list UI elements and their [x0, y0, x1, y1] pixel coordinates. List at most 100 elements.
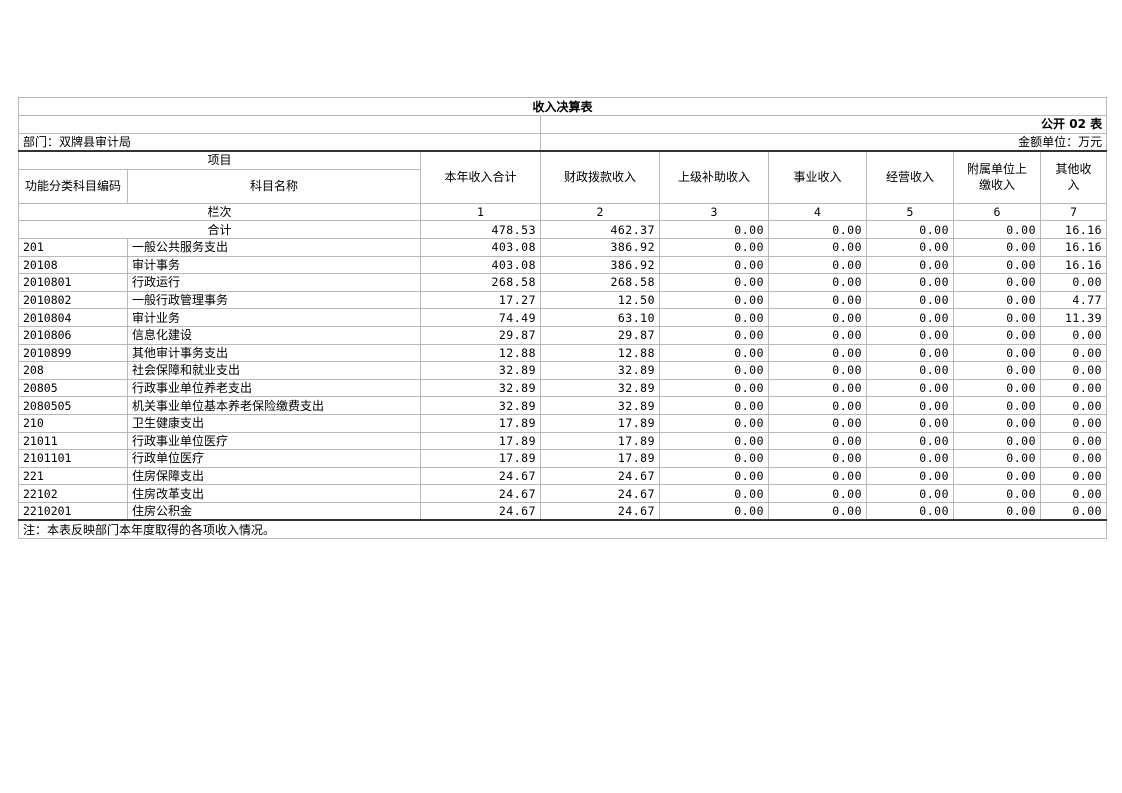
header-name: 科目名称 [127, 168, 421, 204]
row-name: 一般行政管理事务 [127, 290, 421, 310]
row-value: 0.00 [953, 466, 1041, 486]
header-col-4: 事业收入 [768, 150, 867, 204]
total-label: 合计 [18, 220, 421, 239]
table-row: 2010802 一般行政管理事务 17.27 12.50 0.00 0.00 0.00 0.0… [18, 290, 1108, 310]
row-value: 0.00 [768, 325, 867, 345]
row-value: 0.00 [1039, 501, 1108, 522]
header-col-3: 上级补助收入 [659, 150, 769, 204]
table-title: 收入决算表 [17, 97, 1108, 116]
table-row: 2010801 行政运行 268.58 268.58 0.00 0.00 0.00 0.00 0… [18, 273, 1108, 292]
income-statement-table: 收入决算表 公开 02 表 部门：双牌县审计局 金额单位：万元 项目 本年收入合计… [17, 97, 1108, 540]
row-value: 24.67 [420, 484, 541, 503]
row-value: 0.00 [953, 378, 1041, 398]
row-code: 20108 [18, 255, 128, 275]
form-code: 公开 02 表 [539, 115, 1108, 134]
row-code: 2010802 [18, 290, 128, 310]
row-value: 0.00 [659, 255, 769, 275]
row-value: 0.00 [1039, 413, 1108, 433]
row-value: 0.00 [953, 396, 1041, 415]
row-value: 24.67 [540, 466, 660, 486]
row-value: 32.89 [420, 396, 541, 415]
row-value: 0.00 [1039, 449, 1108, 468]
row-value: 0.00 [768, 361, 867, 380]
row-code: 2210201 [18, 501, 128, 522]
row-name: 住房改革支出 [127, 484, 421, 503]
column-index-label: 栏次 [18, 202, 421, 222]
row-code: 2010806 [18, 325, 128, 345]
row-value: 0.00 [659, 325, 769, 345]
row-name: 住房保障支出 [127, 466, 421, 486]
row-code: 208 [18, 361, 128, 380]
row-value: 0.00 [953, 413, 1041, 433]
row-code: 221 [18, 466, 128, 486]
table-row: 20108 审计事务 403.08 386.92 0.00 0.00 0.00 0.00 16.… [18, 255, 1108, 275]
row-value: 0.00 [768, 343, 867, 363]
row-value: 29.87 [420, 325, 541, 345]
row-value: 0.00 [659, 466, 769, 486]
row-value: 32.89 [540, 361, 660, 380]
row-value: 0.00 [768, 396, 867, 415]
row-value: 0.00 [1039, 343, 1108, 363]
row-value: 17.89 [420, 449, 541, 468]
row-value: 11.39 [1039, 308, 1108, 327]
row-value: 0.00 [866, 255, 954, 275]
row-value: 0.00 [768, 290, 867, 310]
row-name: 住房公积金 [127, 501, 421, 522]
row-value: 0.00 [866, 484, 954, 503]
row-value: 32.89 [540, 378, 660, 398]
header-col-1: 本年收入合计 [420, 150, 541, 204]
header-col-5: 经营收入 [866, 150, 954, 204]
total-value: 0.00 [659, 220, 769, 239]
column-index: 1 [420, 202, 541, 222]
row-value: 0.00 [866, 449, 954, 468]
row-name: 机关事业单位基本养老保险缴费支出 [127, 396, 421, 415]
header-col-7: 其他收入 [1039, 150, 1108, 204]
row-value: 12.50 [540, 290, 660, 310]
row-value: 0.00 [659, 237, 769, 257]
row-value: 0.00 [659, 413, 769, 433]
row-value: 12.88 [420, 343, 541, 363]
row-value: 0.00 [659, 343, 769, 363]
row-code: 21011 [18, 431, 128, 451]
row-name: 卫生健康支出 [127, 413, 421, 433]
column-index: 4 [768, 202, 867, 222]
row-value: 0.00 [768, 378, 867, 398]
row-value: 17.89 [420, 413, 541, 433]
table-row: 201 一般公共服务支出 403.08 386.92 0.00 0.00 0.00 0.00 1… [18, 237, 1108, 257]
row-code: 2010804 [18, 308, 128, 327]
row-value: 0.00 [866, 501, 954, 522]
row-value: 24.67 [540, 501, 660, 522]
total-value: 0.00 [953, 220, 1041, 239]
row-value: 24.67 [540, 484, 660, 503]
row-value: 12.88 [540, 343, 660, 363]
row-value: 0.00 [768, 273, 867, 292]
row-value: 0.00 [659, 378, 769, 398]
row-value: 0.00 [768, 501, 867, 522]
row-value: 0.00 [866, 325, 954, 345]
table-row: 208 社会保障和就业支出 32.89 32.89 0.00 0.00 0.00 0.00 0.… [18, 361, 1108, 380]
table-row: 21011 行政事业单位医疗 17.89 17.89 0.00 0.00 0.00 0.00 0… [18, 431, 1108, 451]
header-code: 功能分类科目编码 [18, 168, 128, 204]
table-note: 注：本表反映部门本年度取得的各项收入情况。 [17, 519, 1108, 540]
department-label: 部门：双牌县审计局 [18, 132, 541, 152]
row-value: 0.00 [953, 308, 1041, 327]
row-name: 一般公共服务支出 [127, 237, 421, 257]
row-value: 0.00 [866, 361, 954, 380]
row-value: 0.00 [1039, 325, 1108, 345]
row-value: 0.00 [768, 308, 867, 327]
header-item: 项目 [18, 150, 421, 170]
row-value: 0.00 [659, 308, 769, 327]
row-value: 403.08 [420, 237, 541, 257]
row-code: 201 [18, 237, 128, 257]
row-value: 0.00 [866, 466, 954, 486]
row-value: 17.89 [540, 431, 660, 451]
row-value: 0.00 [768, 413, 867, 433]
row-value: 0.00 [866, 273, 954, 292]
row-name: 行政单位医疗 [127, 449, 421, 468]
row-value: 74.49 [420, 308, 541, 327]
row-value: 0.00 [953, 237, 1041, 257]
table-row: 22102 住房改革支出 24.67 24.67 0.00 0.00 0.00 0.00 0.0… [18, 484, 1108, 503]
row-value: 0.00 [866, 413, 954, 433]
row-name: 行政运行 [127, 273, 421, 292]
